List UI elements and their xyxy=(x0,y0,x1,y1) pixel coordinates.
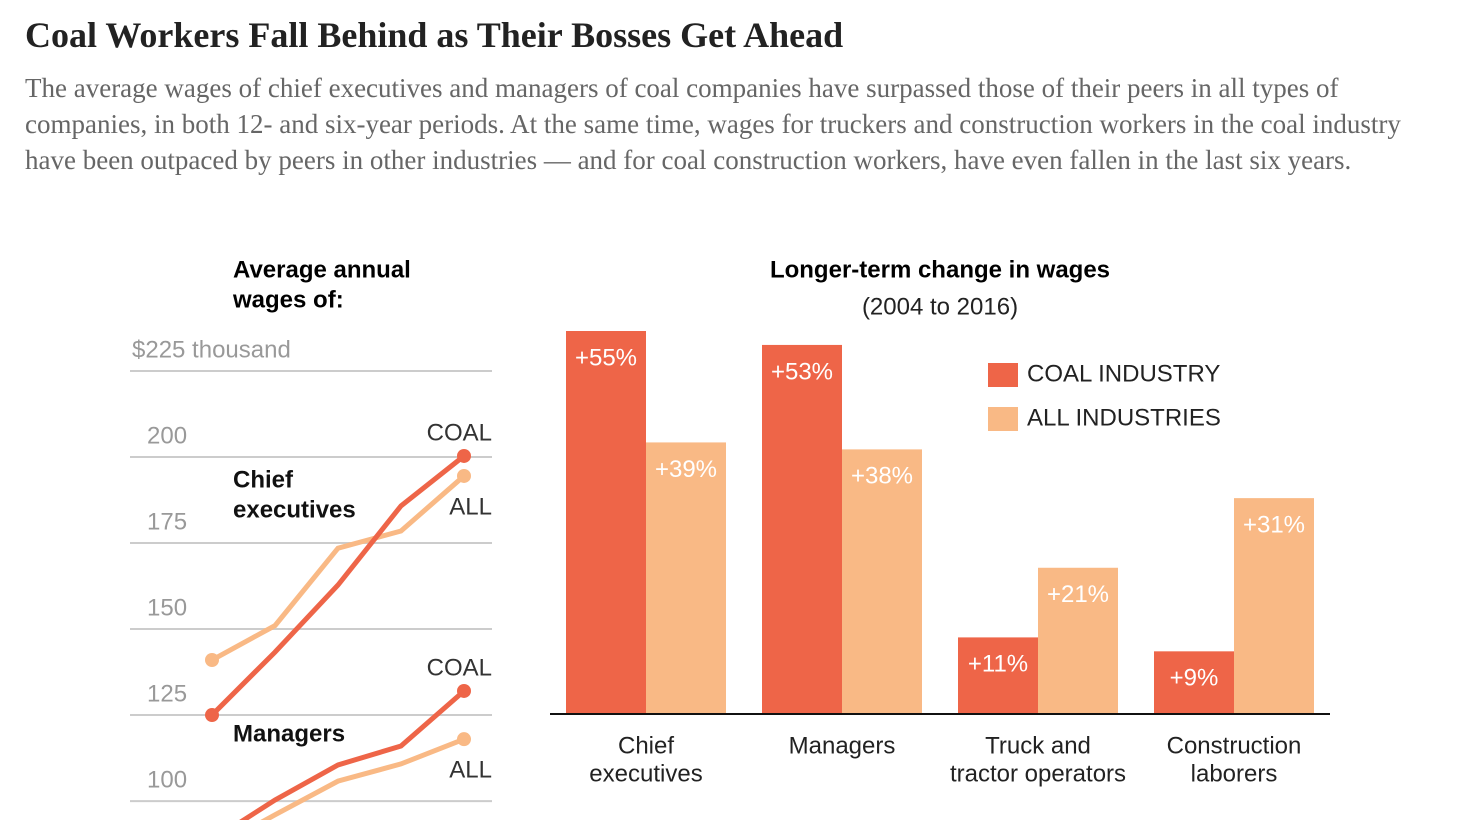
group-label: Managers xyxy=(233,720,345,747)
value-label: +39% xyxy=(655,456,717,483)
bar xyxy=(1234,498,1314,714)
group-label: executives xyxy=(233,496,356,523)
legend-label: COAL INDUSTRY xyxy=(1027,360,1220,387)
value-label: +11% xyxy=(968,651,1028,678)
bar xyxy=(958,637,1038,714)
x-tick-label: Chief xyxy=(618,732,674,759)
value-label: +21% xyxy=(1047,581,1109,608)
chart-title: Average annual xyxy=(233,256,411,283)
point xyxy=(205,653,219,668)
point xyxy=(457,448,471,463)
value-label: +31% xyxy=(1243,511,1305,538)
y-tick-label: 125 xyxy=(147,680,187,707)
chart-title: wages of: xyxy=(232,286,344,313)
line xyxy=(239,689,466,820)
bar xyxy=(1154,651,1234,714)
x-tick-label: Truck and xyxy=(985,732,1091,759)
line xyxy=(260,736,465,820)
x-tick-label: executives xyxy=(589,760,702,787)
bar xyxy=(566,331,646,714)
value-label: +55% xyxy=(575,344,637,371)
bar xyxy=(842,449,922,714)
legend-swatch xyxy=(988,363,1018,387)
page-subtitle: The average wages of chief executives an… xyxy=(25,73,1401,175)
group-label: Chief xyxy=(233,466,294,493)
y-tick-label: 150 xyxy=(147,594,187,621)
series-label: COAL xyxy=(427,654,492,681)
y-tick-label: $225 thousand xyxy=(132,336,291,363)
series-label: COAL xyxy=(427,419,492,446)
y-tick-label: 100 xyxy=(147,766,187,793)
bar xyxy=(762,344,842,714)
point xyxy=(457,683,471,698)
value-label: +38% xyxy=(851,463,913,490)
line xyxy=(210,474,466,663)
line xyxy=(210,454,466,717)
series-label: ALL xyxy=(449,493,492,520)
x-tick-label: Managers xyxy=(789,732,896,759)
x-tick-label: tractor operators xyxy=(950,760,1126,787)
page-title: Coal Workers Fall Behind as Their Bosses… xyxy=(25,15,844,55)
bar xyxy=(1038,567,1118,714)
value-label: +53% xyxy=(771,358,833,385)
value-label: +9% xyxy=(1170,665,1219,692)
chart-subtitle: (2004 to 2016) xyxy=(862,293,1018,320)
series-label: ALL xyxy=(449,756,492,783)
point xyxy=(205,708,219,723)
x-tick-label: Construction xyxy=(1167,732,1302,759)
bar xyxy=(646,442,726,714)
y-tick-label: 175 xyxy=(147,508,187,535)
x-tick-label: laborers xyxy=(1191,760,1278,787)
chart-title: Longer-term change in wages xyxy=(770,256,1110,283)
legend-swatch xyxy=(988,407,1018,431)
point xyxy=(457,468,471,483)
y-tick-label: 200 xyxy=(147,422,187,449)
legend-label: ALL INDUSTRIES xyxy=(1027,404,1221,431)
point xyxy=(457,732,471,747)
